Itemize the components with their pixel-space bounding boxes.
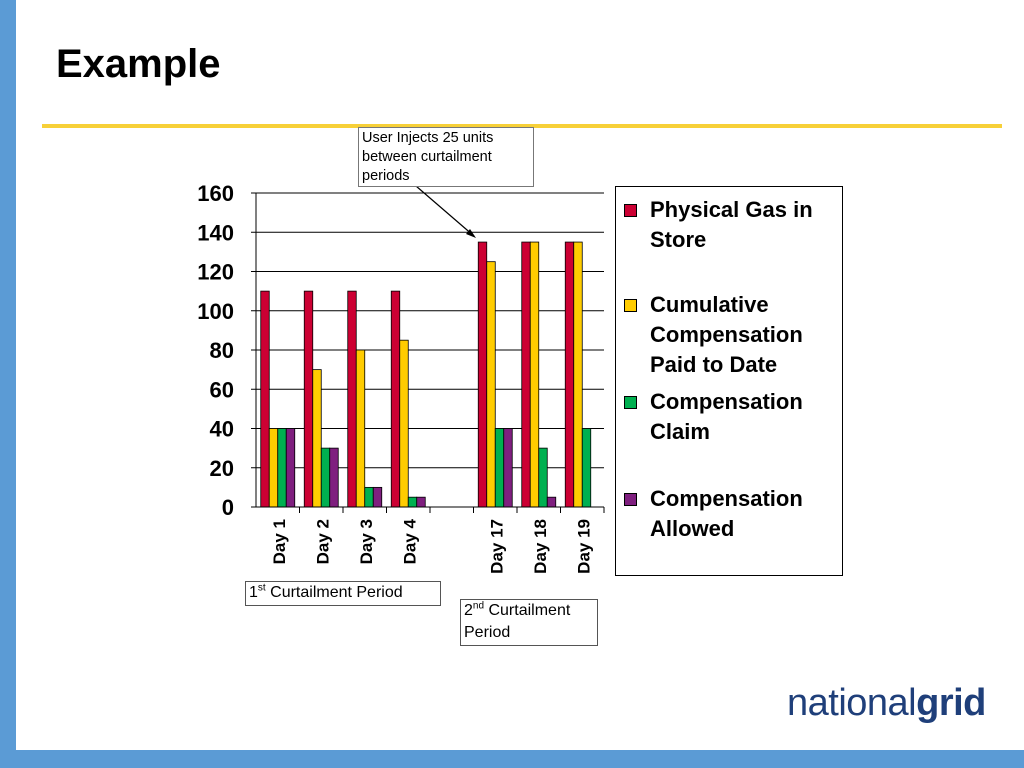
legend-label-physical-gas: Physical Gas in Store	[650, 197, 813, 252]
y-axis-tick-labels: 0 20 40 60 80 100 120 140 160	[197, 181, 234, 520]
bar-physical-gas-in-store-1	[303, 290, 314, 508]
bar-compensation-claim-5	[494, 428, 505, 508]
bar-compensation-allowed-3	[416, 496, 426, 508]
bottom-frame-bar	[0, 750, 1024, 768]
bar-compensation-allowed-1	[329, 447, 339, 508]
y-tick-label-0: 0	[222, 495, 234, 520]
legend-label-compensation-claim: Compensation Claim	[650, 389, 803, 444]
y-tick-label-160: 160	[197, 181, 234, 206]
bar-physical-gas-in-store-3	[390, 290, 401, 508]
bar-physical-gas-in-store-7	[564, 241, 575, 508]
bar-cumulative-compensation-paid-to-date-7	[573, 241, 583, 508]
chart-gridlines	[256, 192, 604, 469]
period-1-label: 1st Curtailment Period	[245, 581, 441, 606]
x-tick-label-1: Day 2	[313, 519, 332, 564]
legend-label-compensation-allowed: Compensation Allowed	[650, 486, 803, 541]
legend-swatch-cumulative-compensation	[624, 299, 637, 312]
left-frame-bar	[0, 0, 16, 768]
y-tick-label-60: 60	[210, 377, 234, 402]
bar-physical-gas-in-store-0	[260, 290, 270, 508]
logo-text-national: national	[787, 682, 917, 724]
legend-swatch-compensation-allowed	[624, 493, 637, 506]
period-1-number: 1	[249, 584, 258, 601]
x-axis-tick-labels: Day 1 Day 2 Day 3 Day 4 Day 17 Day 18 Day 19	[270, 518, 594, 573]
x-tick-label-6: Day 18	[531, 519, 550, 574]
bar-cumulative-compensation-paid-to-date-3	[399, 339, 409, 508]
bar-compensation-allowed-6	[546, 496, 557, 508]
bar-compensation-claim-1	[320, 447, 331, 508]
period-1-text: Curtailment Period	[265, 584, 403, 601]
callout-arrow-head	[466, 229, 476, 238]
title-underline	[42, 124, 1002, 128]
bar-compensation-claim-0	[277, 428, 287, 508]
y-tick-label-140: 140	[197, 220, 234, 245]
legend-swatch-physical-gas	[624, 204, 637, 217]
bar-cumulative-compensation-paid-to-date-1	[312, 369, 322, 508]
bar-cumulative-compensation-paid-to-date-0	[268, 428, 279, 508]
nationalgrid-logo: nationalgrid	[787, 682, 986, 725]
y-tick-label-80: 80	[210, 338, 234, 363]
y-tick-label-40: 40	[210, 417, 234, 442]
period-2-text: Curtailment Period	[464, 602, 571, 641]
y-tick-label-100: 100	[197, 299, 234, 324]
bar-compensation-claim-2	[364, 486, 374, 508]
period-2-number: 2	[464, 602, 473, 619]
bar-compensation-allowed-5	[503, 428, 513, 508]
x-tick-label-0: Day 1	[270, 519, 289, 564]
logo-text-grid: grid	[916, 682, 986, 724]
legend-swatch-compensation-claim	[624, 396, 637, 409]
slide-title: Example	[56, 42, 221, 86]
callout-arrow-line	[415, 185, 475, 237]
bar-physical-gas-in-store-6	[521, 241, 531, 508]
y-tick-label-120: 120	[197, 260, 234, 285]
bar-compensation-claim-7	[581, 428, 592, 508]
y-tick-label-20: 20	[210, 456, 234, 481]
x-tick-label-3: Day 4	[400, 518, 419, 564]
bar-cumulative-compensation-paid-to-date-2	[355, 349, 366, 508]
chart-legend: Physical Gas in Store Cumulative Compens…	[615, 186, 843, 576]
period-2-label: 2nd Curtailment Period	[460, 599, 598, 646]
bar-cumulative-compensation-paid-to-date-6	[529, 241, 540, 508]
bar-compensation-claim-3	[407, 496, 418, 508]
x-tick-label-5: Day 17	[487, 519, 506, 574]
callout-arrow	[415, 185, 476, 238]
bar-compensation-allowed-0	[285, 428, 296, 508]
legend-label-cumulative-compensation: Cumulative Compensation Paid to Date	[650, 292, 803, 377]
injection-callout: User Injects 25 units between curtailmen…	[358, 127, 534, 187]
x-tick-label-7: Day 19	[574, 519, 593, 574]
chart-axes	[251, 192, 605, 513]
bar-physical-gas-in-store-5	[477, 241, 488, 508]
bar-cumulative-compensation-paid-to-date-5	[486, 261, 496, 508]
x-tick-label-2: Day 3	[357, 519, 376, 564]
bar-compensation-allowed-2	[372, 486, 383, 508]
bar-physical-gas-in-store-2	[347, 290, 357, 508]
period-1-ordinal: st	[257, 582, 266, 594]
period-2-ordinal: nd	[472, 600, 485, 612]
bar-compensation-claim-6	[538, 447, 548, 508]
